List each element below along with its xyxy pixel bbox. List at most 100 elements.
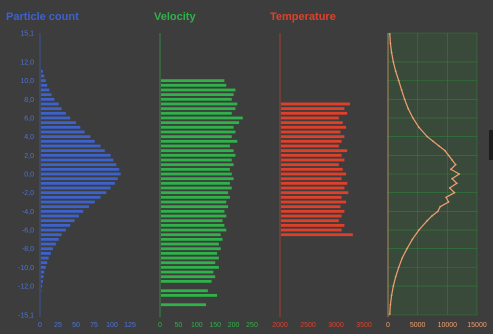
ticks-layer: 15,1 12,0 10,0 8,0 6,0 4,0 2,0 0,0 -2,0 -4,0 -6,0 -… xyxy=(18,31,487,330)
bar-temperature xyxy=(281,121,343,125)
profile-data-point xyxy=(455,182,458,185)
bar-velocity xyxy=(161,191,229,195)
y-tick-label: 6,0 xyxy=(24,115,34,122)
panel-title-particle-count: Particle count xyxy=(6,11,79,23)
bar-temperature xyxy=(281,149,348,153)
bar-particle-count xyxy=(41,79,46,83)
x-tick-label-particle-count: 50 xyxy=(72,322,80,329)
bar-particle-count xyxy=(41,233,62,237)
bar-velocity xyxy=(161,79,225,83)
bar-velocity xyxy=(161,93,234,97)
bar-temperature xyxy=(281,195,342,199)
profile-data-point xyxy=(451,177,453,180)
y-tick-label: -8,0 xyxy=(22,246,34,253)
profile-data-point xyxy=(400,89,403,91)
profile-data-point xyxy=(401,257,404,259)
x-tick-label-profile: 15000 xyxy=(467,322,487,329)
x-tick-label-temperature: 2000 xyxy=(272,322,288,329)
bar-temperature xyxy=(281,219,339,223)
bar-particle-count xyxy=(41,237,59,241)
profile-data-point xyxy=(438,145,440,147)
bar-velocity xyxy=(161,172,232,176)
bar-velocity xyxy=(161,209,225,213)
profile-data-point xyxy=(412,117,414,119)
bar-particle-count xyxy=(41,88,50,92)
profile-data-point xyxy=(392,61,395,63)
bar-particle-count xyxy=(41,163,117,167)
bar-velocity xyxy=(161,181,230,185)
bar-velocity xyxy=(161,303,206,307)
bar-temperature xyxy=(281,214,342,218)
x-tick-label-velocity: 0 xyxy=(158,322,162,329)
profile-data-point xyxy=(431,215,433,217)
y-tick-label: 12,0 xyxy=(20,59,34,66)
bar-velocity xyxy=(161,135,232,139)
bar-velocity xyxy=(161,167,230,171)
y-tick-label: 4,0 xyxy=(24,134,34,141)
profile-data-point xyxy=(436,210,439,213)
bar-particle-count xyxy=(41,111,66,115)
bar-particle-count xyxy=(41,219,75,223)
bar-velocity xyxy=(161,177,234,181)
profile-grid xyxy=(387,32,478,316)
bar-particle-count xyxy=(41,102,59,106)
y-tick-label: -2,0 xyxy=(22,190,34,197)
bar-particle-count xyxy=(41,242,56,246)
bar-velocity xyxy=(161,158,232,162)
bar-velocity xyxy=(161,97,232,101)
bar-particle-count xyxy=(41,195,101,199)
bar-velocity xyxy=(161,83,227,87)
x-tick-label-particle-count: 25 xyxy=(54,322,62,329)
profile-data-point xyxy=(448,187,451,189)
y-tick-label: 2,0 xyxy=(24,153,34,160)
profile-data-point xyxy=(417,126,420,129)
bar-particle-count xyxy=(41,97,55,101)
bar-temperature xyxy=(281,130,341,134)
profile-line-layer xyxy=(388,33,461,315)
profile-data-point xyxy=(388,313,391,315)
bar-velocity xyxy=(161,116,243,120)
bar-temperature xyxy=(281,125,347,129)
bar-particle-count xyxy=(41,69,43,73)
profile-data-point xyxy=(407,107,410,110)
bars-layer xyxy=(41,69,353,307)
bar-velocity xyxy=(161,251,218,255)
y-tick-label: -15,1 xyxy=(18,313,34,320)
bar-velocity xyxy=(161,293,218,297)
bar-particle-count xyxy=(41,149,105,153)
bar-velocity xyxy=(161,186,232,190)
bar-velocity xyxy=(161,237,223,241)
window-edge-handle xyxy=(489,130,493,160)
bar-particle-count xyxy=(41,275,44,279)
bar-velocity xyxy=(161,242,219,246)
bar-temperature xyxy=(281,158,345,162)
profile-data-point xyxy=(447,201,450,203)
profile-data-point xyxy=(390,51,393,54)
bar-temperature xyxy=(281,116,339,120)
x-tick-label-profile: 10000 xyxy=(438,322,458,329)
x-tick-label-particle-count: 75 xyxy=(90,322,98,329)
bar-temperature xyxy=(281,233,353,237)
profile-data-point xyxy=(397,266,400,269)
x-tick-label-temperature: 3000 xyxy=(328,322,344,329)
y-tick-label: -6,0 xyxy=(22,228,34,235)
profile-data-point xyxy=(392,285,395,287)
bar-particle-count xyxy=(41,116,71,120)
profile-data-point xyxy=(449,168,452,171)
x-tick-label-velocity: 50 xyxy=(175,322,183,329)
bar-particle-count xyxy=(41,93,52,97)
profile-data-point xyxy=(389,42,392,45)
bar-particle-count xyxy=(41,205,89,209)
bar-velocity xyxy=(161,270,214,274)
bar-particle-count xyxy=(41,256,49,260)
profile-data-point xyxy=(444,149,446,152)
profile-data-point xyxy=(389,303,392,306)
bar-velocity xyxy=(161,153,236,157)
bar-particle-count xyxy=(41,135,91,139)
bar-temperature xyxy=(281,191,349,195)
bar-velocity xyxy=(161,275,216,279)
panel-title-velocity: Velocity xyxy=(154,11,196,23)
x-tick-label-temperature: 3500 xyxy=(356,322,372,329)
bar-particle-count xyxy=(41,209,84,213)
